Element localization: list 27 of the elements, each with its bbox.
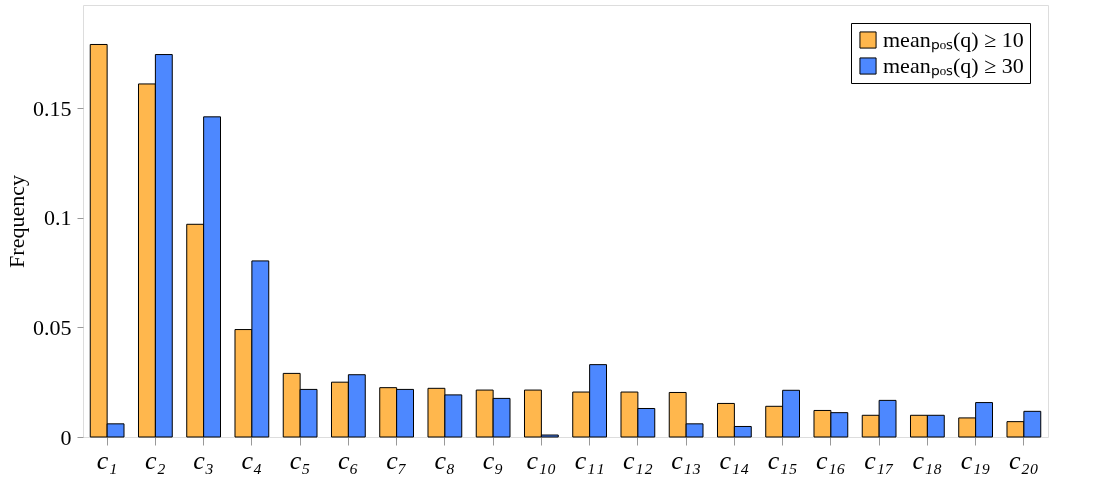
y-tick-label: 0 (60, 424, 72, 450)
x-tick-label: c₁₅ (767, 445, 798, 475)
x-tick-label: c₃ (193, 445, 214, 475)
x-tick-label: c₁₃ (671, 445, 701, 475)
legend-label: meanₚₒₛ(q) ≥ 10 (883, 27, 1024, 53)
x-tick-label: c₅ (289, 445, 311, 475)
x-tick-label: c₂ (145, 445, 166, 475)
x-tick-label: c₄ (241, 445, 263, 475)
x-tick-label: c₁ (96, 445, 118, 475)
x-tick-label: c₉ (482, 445, 504, 475)
x-tick-label: c₂₀ (1009, 445, 1039, 475)
y-tick-label: 0.05 (33, 314, 72, 340)
x-tick-label: c₁₉ (960, 445, 991, 475)
x-tick-label: c₈ (434, 445, 456, 475)
x-tick-label: c₁₇ (864, 445, 894, 475)
y-tick-label: 0.1 (44, 205, 72, 231)
x-tick-label: c₁₁ (574, 445, 605, 475)
y-tick-label: 0.15 (33, 95, 72, 121)
x-tick-label: c₆ (338, 445, 359, 475)
y-axis-title: Frequency (4, 175, 29, 268)
x-tick-label: c₁₂ (623, 445, 653, 475)
legend-label: meanₚₒₛ(q) ≥ 30 (883, 53, 1024, 79)
x-tick-label: c₁₆ (816, 445, 846, 475)
x-tick-label: c₇ (386, 445, 407, 475)
x-tick-label: c₁₈ (912, 445, 943, 475)
x-tick-label: c₁₄ (719, 445, 750, 475)
x-tick-label: c₁₀ (526, 445, 557, 475)
